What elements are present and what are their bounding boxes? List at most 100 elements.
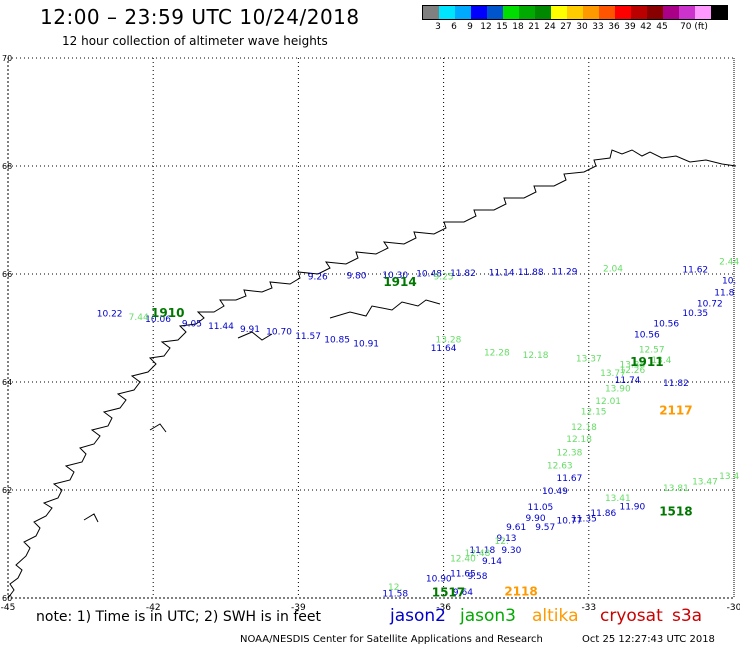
- wave-height-value: 12.38: [557, 448, 583, 458]
- wave-height-value: 13.47: [692, 478, 718, 488]
- wave-height-value: 10.49: [542, 487, 568, 497]
- wave-height-value: 11.18: [469, 546, 495, 556]
- wave-height-value: 10.30: [382, 271, 408, 281]
- latitude-label: 64: [2, 378, 12, 387]
- wave-height-value: 10.22: [97, 310, 123, 320]
- legend-label: 27: [560, 22, 572, 32]
- wave-height-value: 9.61: [506, 523, 526, 533]
- legend-swatch: [615, 6, 631, 19]
- legend-label: 12: [480, 22, 492, 32]
- legend-swatch: [599, 6, 615, 19]
- generation-timestamp: Oct 25 12:27:43 UTC 2018: [582, 634, 715, 645]
- wave-height-value: 10.77: [557, 516, 583, 526]
- legend-label: 36: [608, 22, 620, 32]
- pass-time-marker: 2117: [659, 403, 692, 417]
- wave-height-value: 11.57: [295, 332, 321, 342]
- map-frame: [7, 57, 735, 599]
- wave-height-value: 9.05: [182, 319, 202, 329]
- latitude-label: 68: [2, 162, 12, 171]
- wave-height-value: 10.70: [266, 327, 292, 337]
- wave-height-value: 11.82: [663, 379, 689, 389]
- coastal-islands: [83, 299, 441, 523]
- chart-title: 12:00 – 23:59 UTC 10/24/2018: [40, 5, 360, 29]
- satellite-name-jason3: jason3: [460, 606, 516, 626]
- wave-height-value: 2.04: [603, 264, 623, 274]
- wave-height-value: 10.85: [324, 336, 350, 346]
- wave-height-value: 11.74: [615, 376, 641, 386]
- wave-height-value: 9.80: [346, 271, 366, 281]
- wave-height-value: 9.30: [501, 546, 521, 556]
- legend-label: 39: [624, 22, 636, 32]
- wave-height-value: 10.06: [145, 315, 171, 325]
- wave-height-value: 9.26: [308, 272, 328, 282]
- wave-height-value: 9.25: [434, 272, 454, 282]
- latitude-label: 62: [2, 486, 12, 495]
- legend-swatch: [423, 6, 439, 19]
- longitude-label: -36: [436, 603, 451, 613]
- satellite-name-cryosat: cryosat: [600, 606, 663, 626]
- greenland-coastline: [7, 149, 737, 599]
- wave-height-value: 11.64: [431, 344, 457, 354]
- legend-swatch: [487, 6, 503, 19]
- wave-height-value: 12.18: [571, 423, 597, 433]
- axis-labels: 70 68 66 64 62 60-45 -42 -39 -36 -33 -30: [1, 54, 740, 613]
- wave-height-value: 12.: [388, 583, 402, 593]
- legend-swatch: [503, 6, 519, 19]
- legend-label: 18: [512, 22, 524, 32]
- wave-height-value: 12.15: [581, 407, 607, 417]
- wave-height-value: 13.41: [605, 494, 631, 504]
- wave-height-value: 11.65: [450, 569, 476, 579]
- wave-height-value: 10.48: [416, 270, 442, 280]
- wave-height-value: 10.56: [634, 331, 660, 341]
- wave-height-value: 10.: [722, 277, 736, 287]
- pass-time-marker: 2118: [504, 584, 537, 598]
- legend-label: 45: [656, 22, 668, 32]
- wave-height-value: 11.05: [528, 503, 554, 513]
- wave-height-value: 11.67: [557, 474, 583, 484]
- legend-swatch: [695, 6, 711, 19]
- longitude-label: -42: [146, 603, 161, 613]
- wave-height-value: 12.28: [484, 349, 510, 359]
- legend-label: 9: [467, 22, 473, 32]
- wave-height-value: 10.35: [682, 309, 708, 319]
- wave-height-value: 2.44: [719, 257, 739, 267]
- legend-label: 33: [592, 22, 604, 32]
- pass-time-marker: 1517: [432, 585, 465, 599]
- wave-height-value: 9.57: [535, 523, 555, 533]
- legend-swatch: [535, 6, 551, 19]
- wave-height-value: 13.4: [719, 472, 739, 482]
- legend-swatch: [679, 6, 695, 19]
- pass-time-marker: 1914: [383, 275, 416, 289]
- wave-height-value: 9.13: [496, 534, 516, 544]
- wave-height-value: 13.81: [663, 484, 689, 494]
- wave-height-value: 10.90: [426, 574, 452, 584]
- wave-height-value: 11.29: [552, 268, 578, 278]
- wave-height-color-legend: [422, 5, 728, 20]
- wave-height-value: 11.90: [619, 502, 645, 512]
- pass-time-marker: 1911: [630, 355, 663, 369]
- wave-height-value: 11.44: [208, 322, 234, 332]
- legend-swatch: [583, 6, 599, 19]
- legend-label: 30: [576, 22, 588, 32]
- wave-height-value: 11.86: [590, 509, 616, 519]
- legend-swatch: [631, 6, 647, 19]
- wave-height-value: 11.82: [450, 269, 476, 279]
- satellite-name-altika: altika: [532, 606, 579, 626]
- wave-height-value: 11.35: [571, 514, 597, 524]
- wave-height-value: 9.91: [240, 325, 260, 335]
- legend-label: 3: [435, 22, 441, 32]
- legend-swatch: [551, 6, 567, 19]
- wave-height-value: 11.14: [489, 269, 515, 279]
- legend-label: 6: [451, 22, 457, 32]
- longitude-label: -39: [291, 603, 306, 613]
- wave-height-value: 13.4: [651, 356, 671, 366]
- wave-height-observations: 10.22 10.06 9.05 11.44 9.91 10.70 11.57 10.85 10…: [97, 257, 740, 599]
- wave-height-value: 13.28: [436, 336, 462, 346]
- credit-line: NOAA/NESDIS Center for Satellite Applica…: [240, 634, 543, 645]
- wave-height-value: 13.38: [619, 360, 645, 370]
- pass-time-marker: 1910: [151, 306, 184, 320]
- wave-height-value: 9.64: [453, 588, 473, 598]
- legend-swatch: [711, 6, 727, 19]
- wave-height-value: 11.88: [518, 268, 544, 278]
